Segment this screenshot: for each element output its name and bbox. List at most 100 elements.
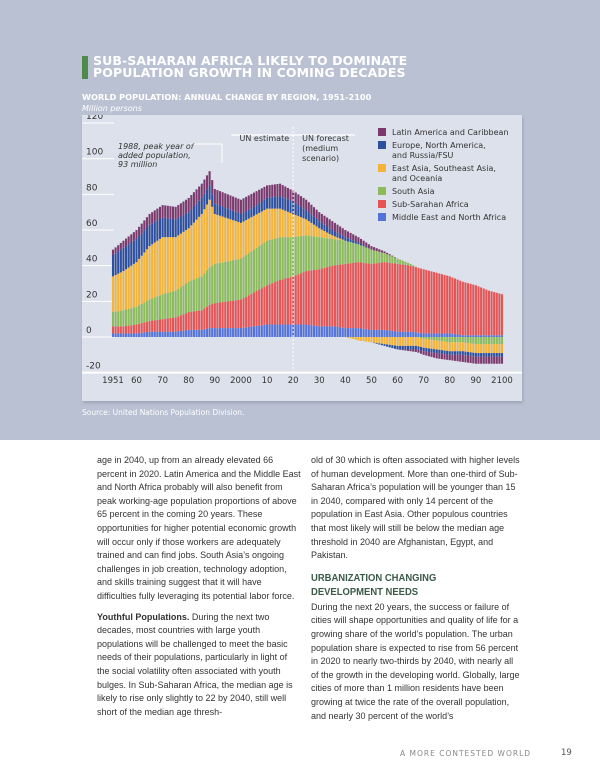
- bar-segment: [425, 348, 428, 352]
- bar-segment: [344, 240, 347, 264]
- bar-segment: [299, 206, 303, 218]
- bar-segment: [490, 356, 493, 364]
- bar-segment: [172, 218, 175, 238]
- bar-segment: [260, 288, 263, 326]
- bar-segment: [281, 209, 284, 238]
- bar-segment: [143, 322, 146, 333]
- bar-segment: [498, 356, 501, 364]
- bar-segment: [438, 273, 441, 334]
- bar-segment: [166, 237, 169, 293]
- bar-segment: [367, 263, 370, 330]
- bar-segment: [151, 223, 154, 245]
- bar-segment: [302, 197, 305, 209]
- bar-segment: [276, 196, 279, 209]
- bar-segment: [409, 349, 412, 352]
- text-column-left: age in 2040, up from an already elevated…: [97, 454, 302, 726]
- bar-segment: [388, 344, 391, 348]
- bar-segment: [122, 326, 125, 334]
- bar-segment: [237, 299, 240, 329]
- bar-segment: [320, 268, 323, 327]
- bar-segment: [161, 237, 164, 295]
- paragraph: Youthful Populations. During the next tw…: [97, 611, 302, 720]
- bar-segment: [422, 333, 425, 337]
- bar-segment: [119, 249, 122, 273]
- x-tick-label: 10: [262, 376, 273, 386]
- bar-segment: [464, 282, 467, 336]
- bar-segment: [490, 337, 493, 345]
- bar-segment: [140, 255, 143, 304]
- bar-segment: [239, 299, 242, 329]
- bar-segment: [198, 200, 201, 217]
- bar-segment: [493, 344, 496, 354]
- bar-segment: [472, 356, 475, 364]
- bar-segment: [187, 329, 190, 337]
- bar-segment: [380, 252, 383, 263]
- bar-segment: [260, 244, 263, 289]
- bar-segment: [255, 325, 258, 337]
- bar-segment: [279, 237, 282, 280]
- bar-segment: [495, 353, 498, 357]
- bar-segment: [111, 326, 115, 334]
- bar-segment: [451, 351, 454, 355]
- bar-segment: [179, 216, 182, 234]
- bar-segment: [378, 249, 381, 252]
- bar-segment: [185, 313, 188, 331]
- bar-segment: [164, 331, 167, 337]
- bar-segment: [435, 272, 438, 334]
- bar-segment: [297, 205, 300, 217]
- bar-segment: [312, 207, 316, 217]
- bar-segment: [346, 328, 350, 337]
- bar-segment: [198, 277, 201, 311]
- bar-segment: [412, 337, 415, 346]
- bar-segment: [221, 206, 224, 217]
- bar-segment: [143, 332, 146, 337]
- bar-segment: [396, 337, 399, 346]
- y-tick-label: 20: [86, 290, 98, 300]
- chart-panel: 120 100 80 60 40 20 0 -20 UN estimate UN forecast…: [82, 115, 522, 401]
- bar-segment: [498, 337, 501, 345]
- bar-segment: [271, 184, 274, 198]
- bar-segment: [161, 319, 164, 332]
- bar-segment: [425, 269, 428, 334]
- bar-segment: [119, 310, 122, 327]
- bar-segment: [221, 262, 224, 303]
- bar-segment: [365, 329, 368, 337]
- bar-segment: [375, 263, 378, 330]
- bar-segment: [474, 356, 477, 364]
- bar-segment: [305, 199, 308, 211]
- bar-segment: [422, 269, 425, 334]
- bar-segment: [213, 263, 216, 304]
- bar-segment: [388, 262, 391, 331]
- bar-segment: [132, 263, 135, 308]
- bar-segment: [440, 274, 443, 334]
- bar-segment: [328, 326, 331, 337]
- bar-segment: [271, 324, 274, 337]
- bar-segment: [271, 283, 274, 325]
- bar-segment: [143, 302, 146, 323]
- bar-segment: [464, 351, 467, 356]
- bar-segment: [307, 270, 310, 325]
- title-line: SUB-SAHARAN AFRICA LIKELY TO DOMINATE: [93, 53, 408, 68]
- bar-segment: [401, 331, 404, 337]
- bar-segment: [493, 292, 496, 336]
- bar-segment: [433, 337, 436, 341]
- bar-segment: [438, 349, 441, 354]
- bar-segment: [205, 189, 209, 205]
- bar-segment: [151, 298, 154, 321]
- bar-segment: [208, 185, 211, 200]
- bar-segment: [111, 276, 115, 313]
- bar-segment: [380, 329, 383, 337]
- bar-segment: [211, 328, 214, 337]
- bar-segment: [239, 213, 242, 223]
- bar-segment: [190, 195, 193, 210]
- bar-segment: [433, 272, 436, 334]
- bar-segment: [237, 259, 240, 300]
- bar-segment: [493, 356, 496, 364]
- bar-segment: [469, 283, 472, 336]
- bar-segment: [487, 344, 490, 354]
- x-tick-label: 60: [131, 376, 142, 386]
- bar-segment: [172, 331, 175, 337]
- bar-segment: [200, 276, 203, 311]
- bar-segment: [213, 328, 216, 337]
- source-note: Source: United Nations Population Divisi…: [82, 408, 245, 417]
